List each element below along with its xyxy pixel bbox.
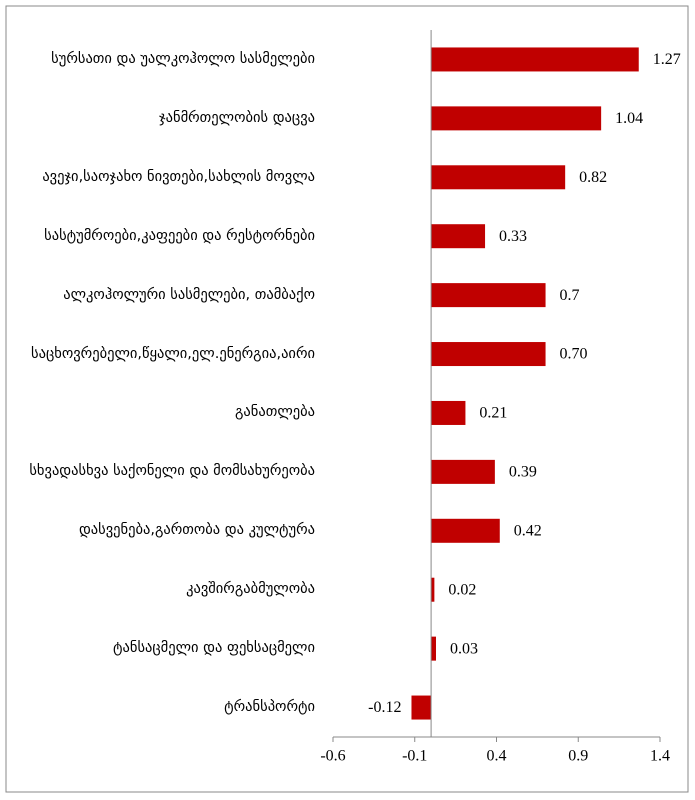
value-label: 0.82 xyxy=(579,169,607,186)
bar xyxy=(431,106,602,131)
bar xyxy=(431,224,486,249)
x-tick-label: -0.6 xyxy=(320,748,345,765)
x-tick-label: 0.4 xyxy=(487,748,507,765)
value-label: -0.12 xyxy=(368,699,401,716)
bar xyxy=(431,400,466,425)
category-label: ტანსაცმელი და ფეხსაცმელი xyxy=(113,640,315,657)
bar xyxy=(431,47,639,72)
category-label: ჯანმრთელობის დაცვა xyxy=(159,109,315,126)
value-label: 0.21 xyxy=(479,405,507,422)
value-label: 0.02 xyxy=(448,581,476,598)
value-label: 1.04 xyxy=(615,110,643,127)
category-label: სხვადასხვა საქონელი და მომსახურეობა xyxy=(29,463,315,480)
bar xyxy=(431,459,495,484)
frame xyxy=(5,5,689,793)
category-label: სასტუმროები,კაფეები და რესტორნები xyxy=(44,227,315,244)
category-label: ალკოჰოლური სასმელები, თამბაქო xyxy=(63,286,315,303)
bar xyxy=(431,636,437,661)
value-label: 0.7 xyxy=(560,287,580,304)
category-label: საცხოვრებელი,წყალი,ელ.ენერგია,აირი xyxy=(31,345,315,362)
value-label: 0.42 xyxy=(514,522,542,539)
x-tick-label: 1.4 xyxy=(650,748,670,765)
category-label: დასვენება,გართობა და კულტურა xyxy=(78,522,315,539)
category-label: ავეჯი,საოჯახო ნივთები,სახლის მოვლა xyxy=(42,168,315,185)
bar xyxy=(431,518,500,543)
value-label: 1.27 xyxy=(653,51,681,68)
category-label: კავშირგაბმულობა xyxy=(186,581,315,598)
category-label: განათლება xyxy=(234,404,315,421)
bar xyxy=(431,283,546,308)
x-tick-label: 0.9 xyxy=(568,748,588,765)
value-label: 0.70 xyxy=(560,346,588,363)
category-label: ტრანსპორტი xyxy=(224,699,315,716)
bar xyxy=(411,695,432,720)
category-label: სურსათი და უალკოჰოლო სასმელები xyxy=(51,50,315,67)
bar xyxy=(431,165,566,190)
value-label: 0.03 xyxy=(450,640,478,657)
bar xyxy=(431,342,546,367)
bar xyxy=(431,577,435,602)
value-label: 0.39 xyxy=(509,464,537,481)
value-label: 0.33 xyxy=(499,228,527,245)
x-tick-label: -0.1 xyxy=(402,748,427,765)
